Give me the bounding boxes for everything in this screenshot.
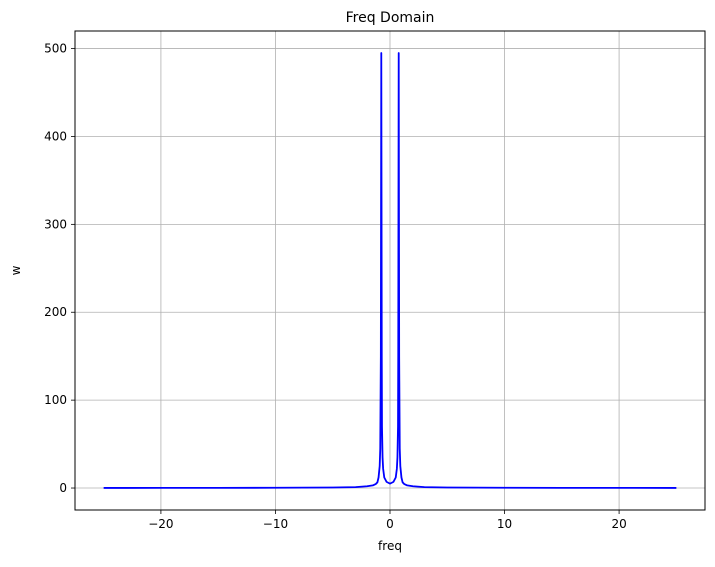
y-tick-label: 200 [44,305,67,319]
x-tick-label: 20 [611,517,626,531]
chart-title: Freq Domain [346,10,435,26]
grid [75,31,705,510]
x-tick-label: −20 [148,517,173,531]
series-layer [103,52,677,489]
y-axis-label: w [9,265,23,275]
x-tick-label: −10 [263,517,288,531]
x-tick-label: 10 [497,517,512,531]
y-tick-label: 500 [44,42,67,56]
y-tick-label: 400 [44,129,67,143]
x-axis-label: freq [378,539,402,553]
y-tick-label: 100 [44,393,67,407]
y-tick-label: 300 [44,217,67,231]
series-line-0 [103,52,677,489]
x-tick-label: 0 [386,517,394,531]
y-tick-label: 0 [59,481,67,495]
